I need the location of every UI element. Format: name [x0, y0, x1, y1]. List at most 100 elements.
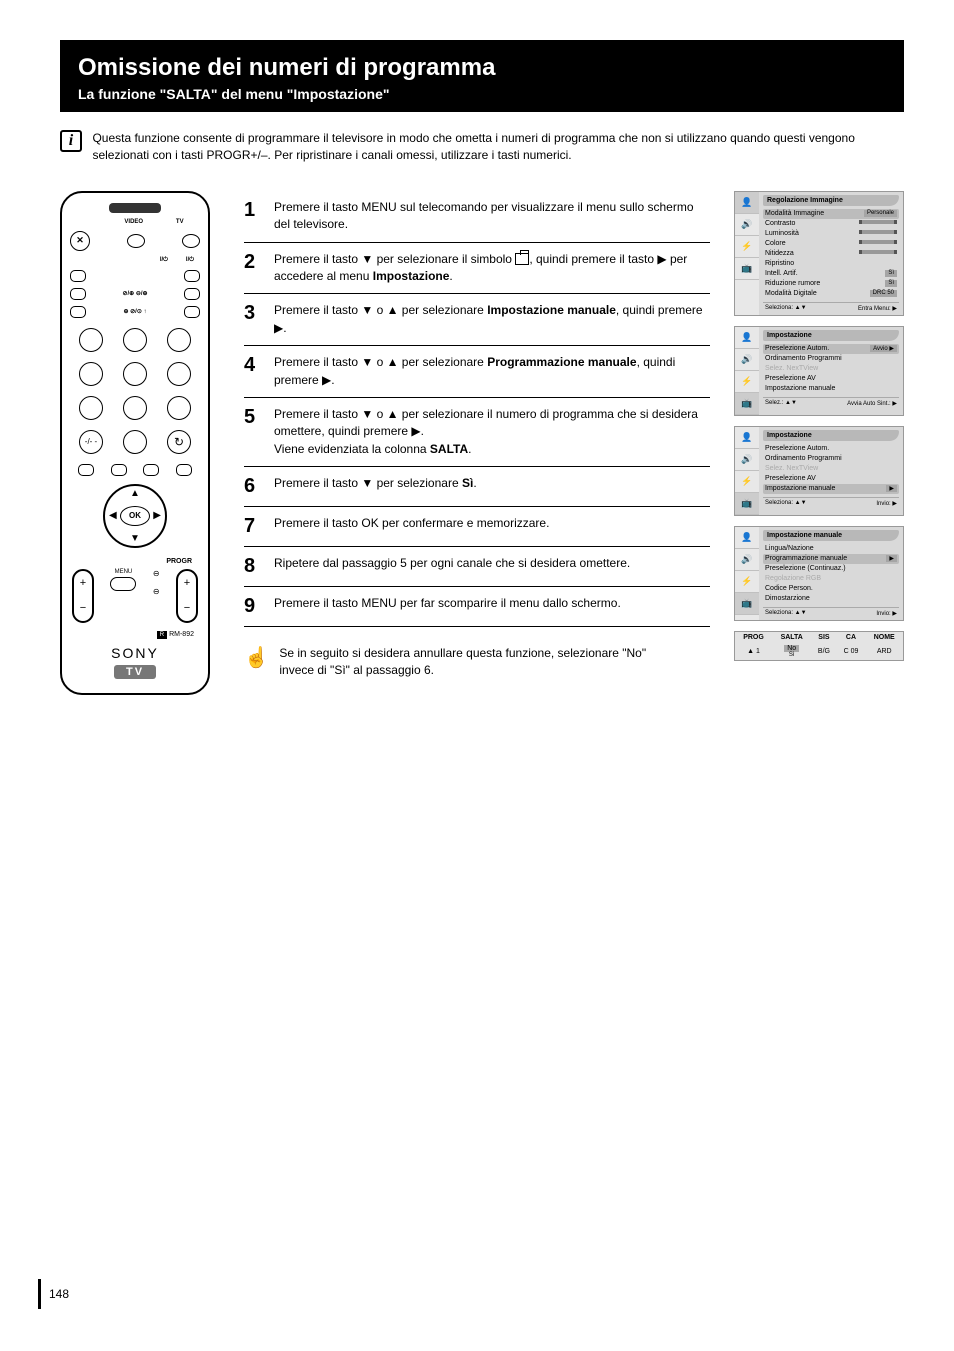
osd-table: PROG SALTA SIS CA NOME ▲ 1 NoSì B/G C 09…: [734, 631, 904, 661]
page-number: 148: [38, 1279, 69, 1309]
th-nome: NOME: [865, 632, 903, 643]
toolbox-icon: [515, 253, 529, 265]
btn-r1-r[interactable]: [184, 270, 200, 282]
page-subtitle: La funzione "SALTA" del menu "Impostazio…: [78, 86, 886, 102]
step-body: Premere il tasto MENU sul telecomando pe…: [274, 199, 710, 234]
step-body: Premere il tasto ▼ o ▲ per selezionare P…: [274, 354, 710, 389]
num-1[interactable]: [79, 328, 103, 352]
step-8: 8Ripetere dal passaggio 5 per ogni canal…: [244, 547, 710, 587]
small-3[interactable]: [143, 464, 159, 476]
label-standby2: I/⏻: [186, 257, 194, 264]
step-3: 3Premere il tasto ▼ o ▲ per selezionare …: [244, 294, 710, 346]
small-4[interactable]: [176, 464, 192, 476]
label-progr: PROGR: [70, 558, 200, 565]
ok-button[interactable]: OK: [120, 506, 150, 526]
step-number: 8: [244, 555, 274, 578]
btn-r3-l[interactable]: [70, 306, 86, 318]
step-9: 9Premere il tasto MENU per far scomparir…: [244, 587, 710, 627]
osd-column: 👤🔊⚡📺Regolazione ImmagineModalità Immagin…: [734, 191, 904, 695]
step-body: Premere il tasto ▼ o ▲ per selezionare i…: [274, 406, 710, 458]
btn-r2-l[interactable]: [70, 288, 86, 300]
steps-column: 1Premere il tasto MENU sul telecomando p…: [244, 191, 710, 695]
td-ca: C 09: [837, 643, 866, 660]
number-pad: -/- - ↻: [78, 328, 192, 454]
num-6[interactable]: [167, 362, 191, 386]
num-3[interactable]: [167, 328, 191, 352]
num-dash[interactable]: -/- -: [79, 430, 103, 454]
num-cycle[interactable]: ↻: [167, 430, 191, 454]
info-icon: i: [60, 130, 82, 152]
step-number: 6: [244, 475, 274, 498]
mute-button[interactable]: ✕: [70, 231, 90, 251]
th-salta: SALTA: [772, 632, 811, 643]
step-number: 4: [244, 354, 274, 389]
page-title: Omissione dei numeri di programma: [78, 54, 886, 82]
td-sis: B/G: [811, 643, 836, 660]
note-hand-icon: ☝: [244, 645, 269, 670]
step-body: Premere il tasto OK per confermare e mem…: [274, 515, 710, 538]
num-4[interactable]: [79, 362, 103, 386]
lbl-r2: ⊘/⊕ ⊖/⊕: [122, 290, 147, 297]
label-standby1: I/⏻: [160, 257, 168, 264]
nav-left-icon: ◀: [109, 510, 117, 521]
step-5: 5Premere il tasto ▼ o ▲ per selezionare …: [244, 398, 710, 467]
menu-button[interactable]: [110, 577, 136, 591]
label-tv: TV: [176, 219, 184, 225]
td-salta: NoSì: [772, 643, 811, 660]
page-header: Omissione dei numeri di programma La fun…: [60, 40, 904, 112]
step-body: Premere il tasto ▼ per selezionare Sì.: [274, 475, 710, 498]
step-body: Premere il tasto MENU per far scomparire…: [274, 595, 710, 618]
remote-model: RRM-892: [70, 631, 194, 639]
brand-logo: SONY: [70, 645, 200, 661]
intro-block: i Questa funzione consente di programmar…: [60, 130, 904, 165]
td-prog: ▲ 1: [735, 643, 772, 660]
osd-panel-1: 👤🔊⚡📺Regolazione ImmagineModalità Immagin…: [734, 191, 904, 316]
num-0[interactable]: [123, 430, 147, 454]
step-number: 2: [244, 251, 274, 286]
num-9[interactable]: [167, 396, 191, 420]
remote-column: VIDEO TV ✕ I/⏻ I/⏻ ⊘/⊕ ⊖/⊕ ⊕ ⊘/⊙ ↑ -/- -…: [60, 191, 220, 695]
step-2: 2Premere il tasto ▼ per selezionare il s…: [244, 243, 710, 295]
progr-rocker[interactable]: +−: [176, 569, 198, 623]
label-menu: MENU: [110, 569, 136, 575]
num-5[interactable]: [123, 362, 147, 386]
tv-power-button[interactable]: [182, 234, 200, 248]
td-nome: ARD: [865, 643, 903, 660]
tv-badge: TV: [114, 665, 156, 679]
volume-rocker[interactable]: +−: [72, 569, 94, 623]
btn-r1-l[interactable]: [70, 270, 86, 282]
step-number: 3: [244, 302, 274, 337]
num-2[interactable]: [123, 328, 147, 352]
nav-down-icon: ▼: [130, 533, 140, 544]
small-2[interactable]: [111, 464, 127, 476]
intro-text: Questa funzione consente di programmare …: [92, 130, 872, 165]
num-7[interactable]: [79, 396, 103, 420]
osd-panel-2: 👤🔊⚡📺ImpostazionePreselezione Autom.Avvio…: [734, 326, 904, 416]
label-video: VIDEO: [124, 219, 143, 225]
nav-right-icon: ▶: [153, 510, 161, 521]
step-number: 1: [244, 199, 274, 234]
step-number: 7: [244, 515, 274, 538]
navigation-ring[interactable]: ▲ ▼ ◀ ▶ OK: [103, 484, 167, 548]
step-number: 9: [244, 595, 274, 618]
num-8[interactable]: [123, 396, 147, 420]
btn-r2-r[interactable]: [184, 288, 200, 300]
lbl-r3: ⊕ ⊘/⊙ ↑: [123, 308, 146, 315]
th-sis: SIS: [811, 632, 836, 643]
nav-up-icon: ▲: [130, 488, 140, 499]
video-power-button[interactable]: [127, 234, 145, 248]
remote-control: VIDEO TV ✕ I/⏻ I/⏻ ⊘/⊕ ⊖/⊕ ⊕ ⊘/⊙ ↑ -/- -…: [60, 191, 210, 695]
osd-panel-4: 👤🔊⚡📺Impostazione manualeLingua/NazionePr…: [734, 526, 904, 621]
small-1[interactable]: [78, 464, 94, 476]
th-ca: CA: [837, 632, 866, 643]
step-body: Premere il tasto ▼ o ▲ per selezionare I…: [274, 302, 710, 337]
osd-panel-3: 👤🔊⚡📺ImpostazionePreselezione Autom.Ordin…: [734, 426, 904, 516]
step-6: 6Premere il tasto ▼ per selezionare Sì.: [244, 467, 710, 507]
step-7: 7Premere il tasto OK per confermare e me…: [244, 507, 710, 547]
step-body: Premere il tasto ▼ per selezionare il si…: [274, 251, 710, 286]
step-number: 5: [244, 406, 274, 458]
step-body: Ripetere dal passaggio 5 per ogni canale…: [274, 555, 710, 578]
step-1: 1Premere il tasto MENU sul telecomando p…: [244, 191, 710, 243]
btn-r3-r[interactable]: [184, 306, 200, 318]
step-4: 4Premere il tasto ▼ o ▲ per selezionare …: [244, 346, 710, 398]
